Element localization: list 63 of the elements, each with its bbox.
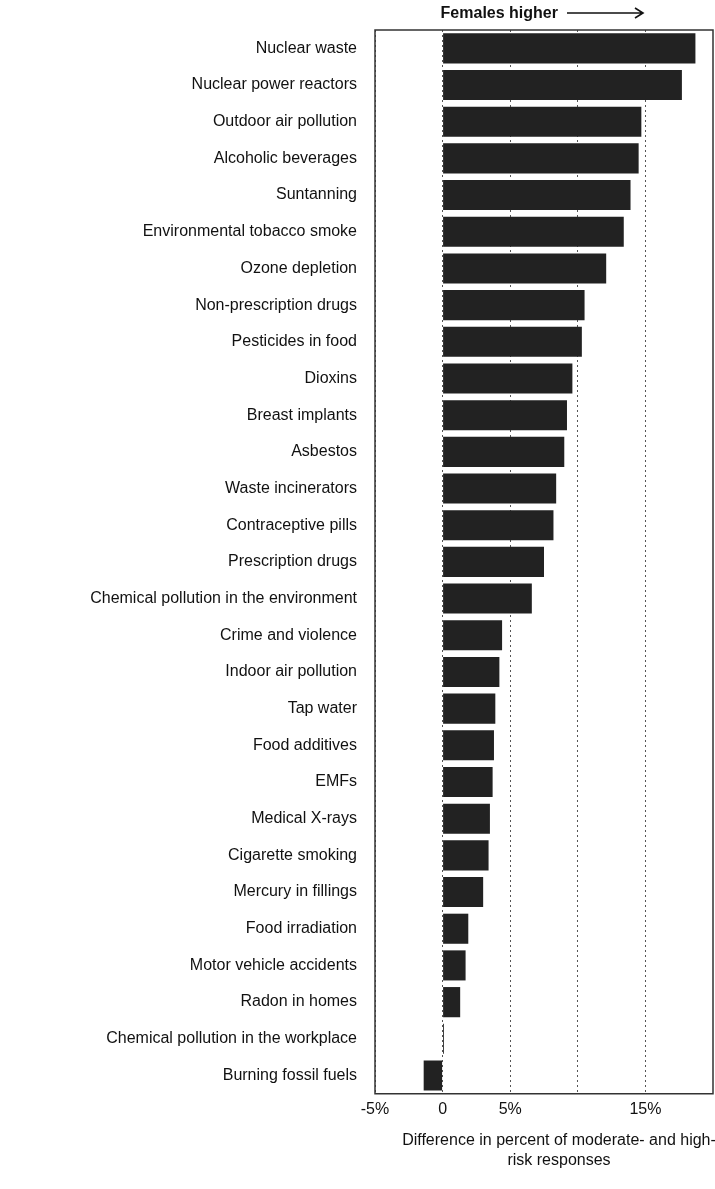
y-tick-label: Ozone depletion (240, 258, 357, 276)
bar (443, 216, 624, 247)
x-tick-label: 5% (498, 1099, 522, 1117)
bar (443, 363, 573, 394)
y-tick-label: Tap water (287, 699, 358, 717)
y-tick-label: Nuclear waste (255, 38, 358, 56)
bar (443, 950, 466, 981)
x-tick-label: 15% (629, 1099, 662, 1117)
bar (443, 620, 503, 651)
y-tick-label: Medical X-rays (251, 809, 357, 827)
bar (443, 510, 554, 541)
bar (443, 913, 469, 944)
bar (443, 656, 500, 687)
bar (443, 546, 544, 577)
y-tick-label: Burning fossil fuels (222, 1065, 357, 1083)
bar (443, 143, 639, 174)
bar (443, 290, 585, 321)
bar (443, 69, 682, 101)
bar (443, 583, 532, 614)
bar (443, 436, 565, 467)
y-tick-label: Alcoholic beverages (213, 148, 357, 166)
y-tick-label: Chemical pollution in the environment (90, 588, 358, 606)
y-tick-label: Dioxins (304, 368, 357, 386)
y-tick-label: Breast implants (246, 405, 357, 423)
y-tick-label: Motor vehicle accidents (189, 955, 357, 973)
y-tick-label: Outdoor air pollution (212, 112, 357, 130)
y-tick-label: Pesticides in food (231, 332, 357, 350)
bar (443, 766, 493, 798)
bar (443, 877, 484, 908)
bar (443, 253, 607, 284)
bar (443, 106, 642, 137)
y-tick-label: Chemical pollution in the workplace (106, 1029, 358, 1047)
y-tick-label: Radon in homes (240, 992, 357, 1010)
y-tick-label: Crime and violence (220, 625, 358, 643)
y-tick-label: Non-prescription drugs (195, 295, 357, 313)
bar (443, 180, 631, 211)
y-tick-label: Asbestos (291, 442, 357, 460)
text: Females higher (440, 4, 558, 22)
bar (443, 987, 461, 1018)
bar (423, 1060, 443, 1091)
bar (443, 473, 557, 504)
y-tick-label: Indoor air pollution (225, 662, 357, 680)
y-tick-label: Cigarette smoking (228, 845, 357, 863)
x-axis-title: Difference in percent of moderate- and high-risk responses (401, 1130, 715, 1170)
y-tick-label: Prescription drugs (228, 552, 357, 570)
y-tick-label: Environmental tobacco smoke (142, 222, 358, 240)
y-tick-label: Waste incinerators (225, 478, 357, 496)
bar (443, 803, 490, 834)
x-tick-label: -5% (360, 1099, 390, 1117)
bar (443, 693, 496, 724)
y-tick-label: Nuclear power reactors (191, 75, 357, 93)
y-tick-label: Contraceptive pills (226, 515, 357, 533)
x-tick-label: 0 (438, 1099, 448, 1117)
bar (443, 326, 582, 357)
y-tick-label: Suntanning (276, 185, 357, 203)
y-tick-label: Food irradiation (245, 919, 357, 937)
y-tick-label: EMFs (315, 772, 357, 790)
bar (443, 400, 567, 431)
y-tick-label: Mercury in fillings (233, 882, 357, 900)
bar (443, 730, 494, 761)
y-tick-label: Food additives (252, 735, 357, 753)
bar (443, 33, 696, 64)
bar (443, 840, 489, 871)
